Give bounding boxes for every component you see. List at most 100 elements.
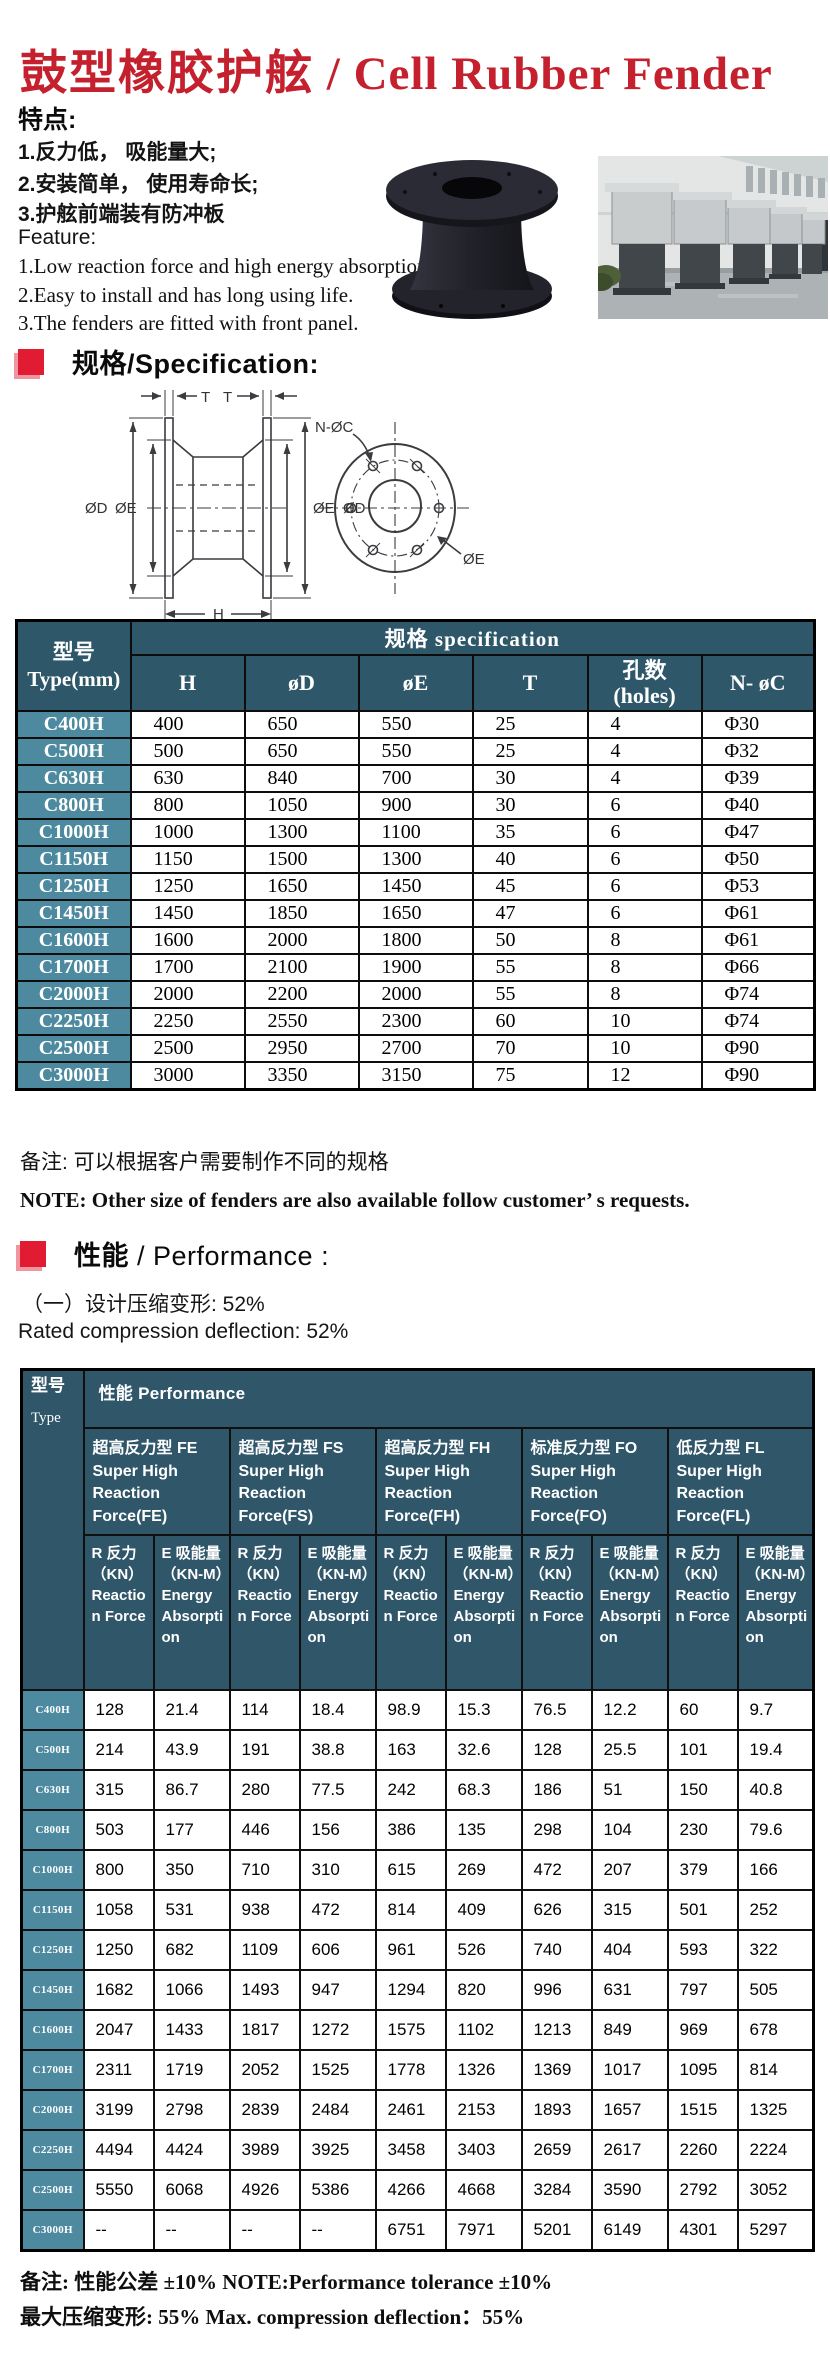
spec-table-row: C630H 630 840 700 30 4 Φ39: [15, 764, 816, 793]
spec-col-oe: øE: [357, 654, 474, 712]
perf-col-reaction: R 反力 （KN） Reaction Force: [666, 1534, 739, 1691]
max-deflection-note: 最大压缩变形: 55% Max. compression deflection：…: [20, 2305, 525, 2329]
perf-cell: 77.5: [298, 1769, 377, 1811]
spec-cell: 2950: [243, 1034, 360, 1063]
spec-row-type: C1150H: [15, 845, 132, 874]
spec-cell: 45: [471, 872, 589, 901]
spec-cell: Φ47: [700, 818, 816, 847]
section-bullet-icon: [20, 1240, 46, 1267]
col-zh: R 反力: [383, 1545, 429, 1562]
perf-col0-en: Type: [31, 1410, 61, 1426]
perf-cell: 60: [666, 1689, 739, 1731]
spec-cell: 1300: [243, 818, 360, 847]
spec-cell: 6: [586, 872, 703, 901]
perf-cell: 18.4: [298, 1689, 377, 1731]
spec-cell: 800: [129, 791, 246, 820]
col-en: Reaction Force: [529, 1587, 584, 1625]
perf-row-type: C3000H: [20, 2209, 85, 2251]
col-zh: E 吸能量: [161, 1545, 221, 1562]
col-en: Energy Absorption: [453, 1587, 516, 1646]
spec-table-row: C1450H 1450 1850 1650 47 6 Φ61: [15, 899, 816, 928]
perf-cell: 1017: [590, 2049, 669, 2091]
performance-table-row: C1000H 800 350 710 310 615 269 472 207 379 166: [20, 1849, 815, 1891]
spec-cell: 700: [357, 764, 474, 793]
perf-cell: 5386: [298, 2169, 377, 2211]
perf-cell: 938: [228, 1889, 301, 1931]
spec-cell: 2100: [243, 953, 360, 982]
spec-cell: Φ53: [700, 872, 816, 901]
col-unit: （KN-M）: [745, 1566, 814, 1583]
spec-cell: 55: [471, 980, 589, 1009]
spec-row-type: C2500H: [15, 1034, 132, 1063]
spec-heading-text: 规格/Specification:: [72, 349, 320, 379]
perf-cell: --: [82, 2209, 155, 2251]
spec-row-type: C1250H: [15, 872, 132, 901]
perf-cell: 32.6: [444, 1729, 523, 1771]
perf-cell: 2659: [520, 2129, 593, 2171]
perf-cell: 25.5: [590, 1729, 669, 1771]
spec-cell: Φ39: [700, 764, 816, 793]
perf-cell: 969: [666, 2009, 739, 2051]
page-title-en: Cell Rubber Fender: [353, 48, 773, 100]
spec-col-od: øD: [243, 654, 360, 712]
perf-cell: 682: [152, 1929, 231, 1971]
spec-cell: 840: [243, 764, 360, 793]
col-zh: E 吸能量: [307, 1545, 367, 1562]
spec-cell: 25: [471, 737, 589, 766]
perf-cell: 350: [152, 1849, 231, 1891]
perf-cell: 2224: [736, 2129, 815, 2171]
perf-cell: 1515: [666, 2089, 739, 2131]
perf-cell: 800: [82, 1849, 155, 1891]
spec-cell: 10: [586, 1034, 703, 1063]
perf-cell: 150: [666, 1769, 739, 1811]
perf-cell: 6068: [152, 2169, 231, 2211]
fender-row: [605, 183, 828, 295]
perf-cell: 163: [374, 1729, 447, 1771]
spec-cell: 1850: [243, 899, 360, 928]
spec-row-type: C2000H: [15, 980, 132, 1009]
spec-cell: 2000: [129, 980, 246, 1009]
spec-cell: 47: [471, 899, 589, 928]
perf-cell: 230: [666, 1809, 739, 1851]
perf-group-fe: 超高反力型 FE Super High Reaction Force(FE): [82, 1427, 231, 1536]
performance-table-row: C1250H 1250 682 1109 606 961 526 740 404 593 322: [20, 1929, 815, 1971]
perf-row-type: C800H: [20, 1809, 85, 1851]
perf-cell: 3403: [444, 2129, 523, 2171]
spec-cell: 6: [586, 899, 703, 928]
col-zh: E 吸能量: [453, 1545, 513, 1562]
perf-cell: 505: [736, 1969, 815, 2011]
perf-cell: 156: [298, 1809, 377, 1851]
perf-cell: 4668: [444, 2169, 523, 2211]
perf-cell: 1294: [374, 1969, 447, 2011]
perf-cell: 3052: [736, 2169, 815, 2211]
perf-row-type: C400H: [20, 1689, 85, 1731]
performance-table-row: C2000H 3199 2798 2839 2484 2461 2153 1893 1657 15…: [20, 2089, 815, 2131]
perf-cell: 1682: [82, 1969, 155, 2011]
perf-cell: 128: [82, 1689, 155, 1731]
performance-heading-zh: 性能: [74, 1241, 129, 1271]
perf-row-type: C1600H: [20, 2009, 85, 2051]
spec-cell: 1600: [129, 926, 246, 955]
spec-cell: 2200: [243, 980, 360, 1009]
perf-cell: 101: [666, 1729, 739, 1771]
col-en: Energy Absorption: [745, 1587, 808, 1646]
perf-cell: 269: [444, 1849, 523, 1891]
perf-cell: 86.7: [152, 1769, 231, 1811]
rated-deflection-zh: （一）设计压缩变形: 52%: [22, 1293, 265, 1316]
perf-cell: 3284: [520, 2169, 593, 2211]
spec-cell: 50: [471, 926, 589, 955]
performance-table-row: C800H 503 177 446 156 386 135 298 104 230 79.6: [20, 1809, 815, 1851]
col-unit: （KN-M）: [453, 1566, 522, 1583]
performance-table-row: C2500H 5550 6068 4926 5386 4266 4668 3284 3590 27…: [20, 2169, 815, 2211]
spec-cell: 70: [471, 1034, 589, 1063]
perf-cell: 4424: [152, 2129, 231, 2171]
col-en: Reaction Force: [237, 1587, 292, 1625]
performance-table-row: C3000H -- -- -- -- 6751 7971 5201 6149 4301 5297: [20, 2209, 815, 2251]
spec-row-type: C3000H: [15, 1061, 132, 1091]
spec-cell: 1250: [129, 872, 246, 901]
perf-cell: 242: [374, 1769, 447, 1811]
perf-cell: 166: [736, 1849, 815, 1891]
spec-cell: 2550: [243, 1007, 360, 1036]
perf-cell: 1095: [666, 2049, 739, 2091]
perf-cell: 1719: [152, 2049, 231, 2091]
